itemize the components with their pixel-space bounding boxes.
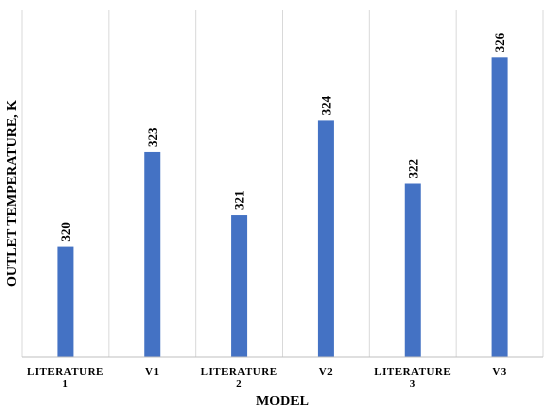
x-axis-title: MODEL — [256, 394, 309, 409]
bar-value-label: 326 — [492, 32, 507, 52]
x-tick-label: LITERATURE 1 — [27, 366, 104, 390]
bar-value-label: 322 — [405, 159, 420, 179]
bar — [404, 183, 421, 357]
bar-value-label: 324 — [318, 95, 333, 115]
grid-lines — [21, 10, 544, 357]
x-tick-label: V1 — [145, 366, 159, 378]
value-labels: 320 323 321 324 322 326 — [58, 32, 507, 241]
bar-value-label: 323 — [145, 127, 160, 147]
bar — [231, 215, 248, 357]
x-tick-label: LITERATURE 2 — [201, 366, 278, 390]
bar — [491, 57, 508, 358]
x-tick-label: V3 — [492, 366, 506, 378]
bar — [57, 246, 74, 357]
bars — [57, 57, 508, 358]
x-tick-label: V2 — [319, 366, 333, 378]
bar — [317, 120, 334, 357]
bar-value-label: 321 — [232, 191, 247, 211]
bar — [144, 151, 161, 357]
y-axis-title: OUTLET TEMPERATURE, K — [5, 100, 20, 287]
bar-value-label: 320 — [58, 222, 73, 242]
x-tick-labels: LITERATURE 1 V1 LITERATURE 2 V2 LITERATURE 3 V3 — [27, 366, 506, 390]
x-tick-label: LITERATURE 3 — [374, 366, 451, 390]
